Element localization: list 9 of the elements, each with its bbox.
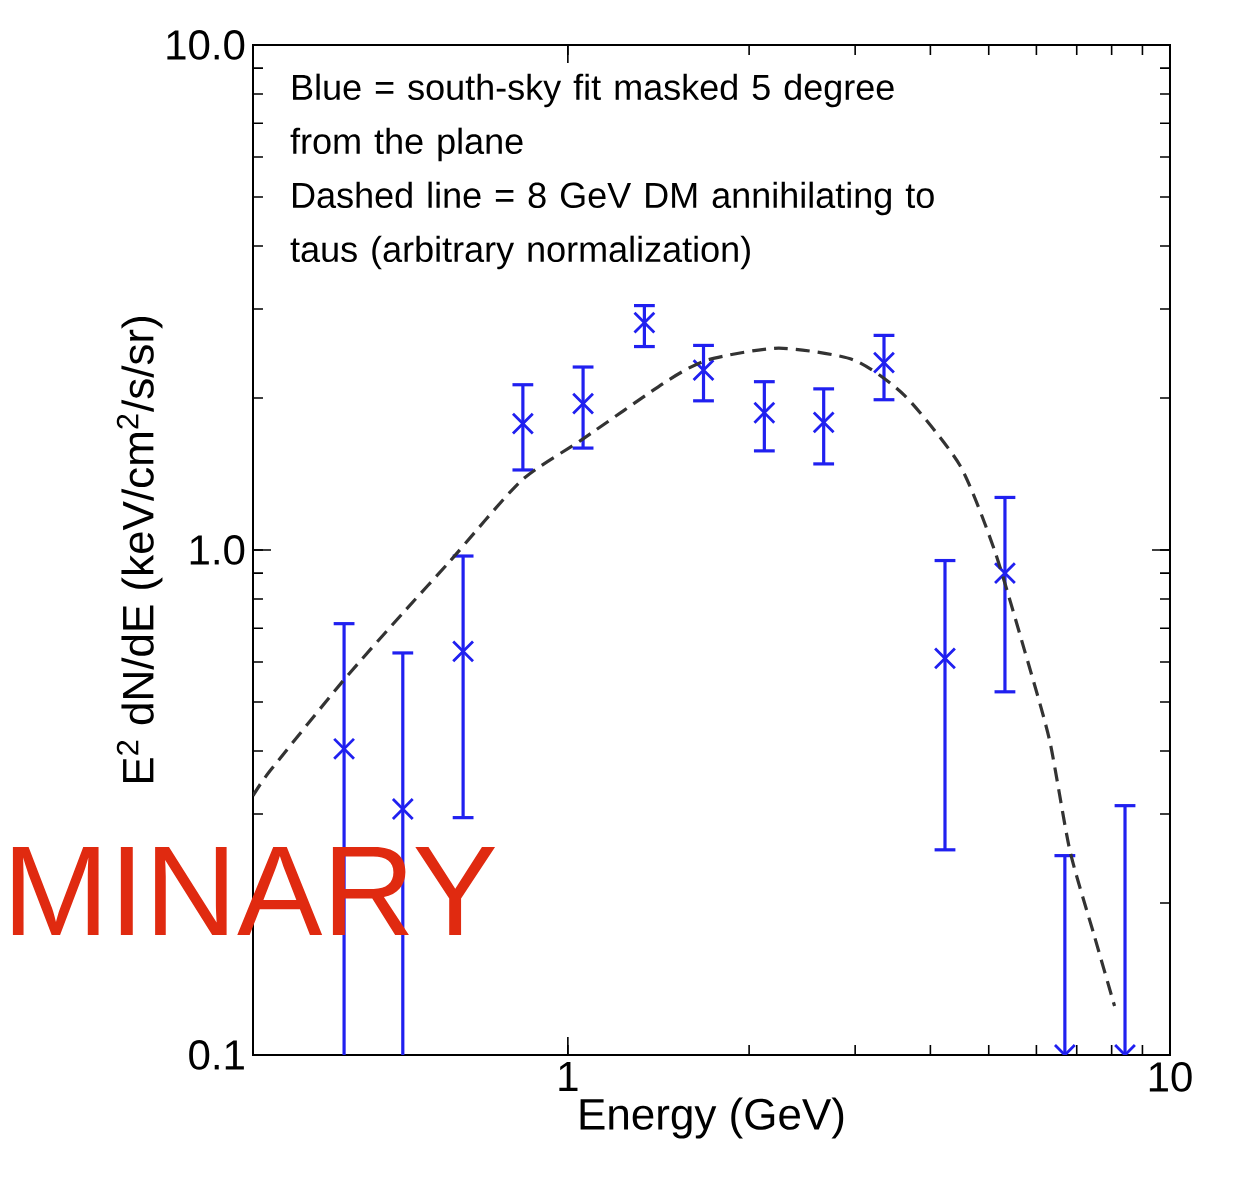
x-tick-label: 10 bbox=[1149, 1062, 1192, 1092]
y-tick-label: 10.0 bbox=[167, 30, 245, 60]
annotation: Blue = south-sky fit masked 5 degree from the plane bbox=[290, 73, 894, 162]
y-tick-label: 0.1 bbox=[189, 1040, 244, 1070]
y-axis-title: E$^{2}$ dN/dE (keV/cm$^{2}$/s/sr) bbox=[116, 316, 163, 783]
y-tick-label: 1.0 bbox=[190, 535, 245, 565]
x-axis-title: Energy (GeV) bbox=[580, 1097, 844, 1139]
x-tick-label: 1 bbox=[559, 1062, 578, 1091]
annotation: Dashed line = 8 GeV DM annihilating to taus (arbitrary normalization) bbox=[290, 181, 934, 270]
